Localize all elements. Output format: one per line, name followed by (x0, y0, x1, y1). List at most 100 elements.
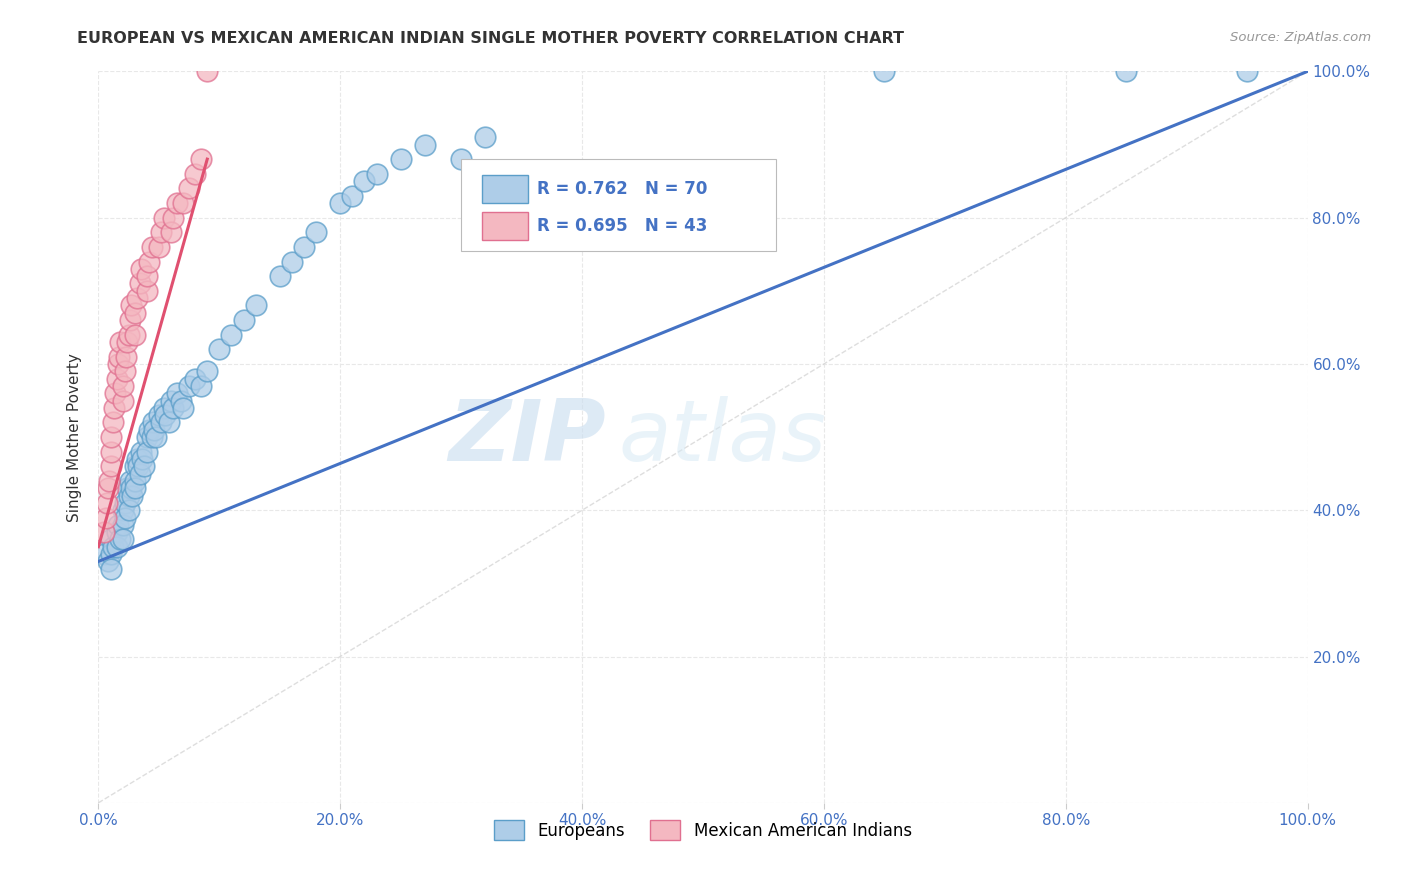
Point (124, 306, 146, 320)
Text: ZIP: ZIP (449, 395, 606, 479)
Point (135, 430, 157, 444)
Point (172, 196, 194, 211)
Point (118, 503, 141, 517)
Point (114, 496, 136, 510)
Point (135, 269, 157, 284)
Point (184, 371, 207, 385)
Point (111, 517, 134, 532)
Point (93, 525, 115, 540)
Point (100, 547, 122, 561)
Point (101, 416, 124, 430)
Point (142, 416, 165, 430)
Point (389, 152, 412, 166)
Point (100, 444, 122, 458)
Point (127, 459, 149, 474)
Point (138, 423, 160, 437)
Point (145, 430, 167, 444)
Point (107, 517, 129, 532)
FancyBboxPatch shape (482, 175, 527, 203)
Point (150, 416, 173, 430)
Point (160, 393, 183, 408)
Point (121, 489, 143, 503)
Point (195, 64, 218, 78)
Text: EUROPEAN VS MEXICAN AMERICAN INDIAN SINGLE MOTHER POVERTY CORRELATION CHART: EUROPEAN VS MEXICAN AMERICAN INDIAN SING… (77, 31, 904, 46)
Point (150, 225, 173, 239)
Point (96, 496, 118, 510)
Point (141, 240, 163, 254)
Point (105, 540, 128, 554)
Point (172, 401, 194, 415)
Point (281, 254, 304, 268)
Point (111, 379, 134, 393)
Point (103, 401, 125, 415)
Point (118, 489, 141, 503)
Point (105, 525, 128, 540)
Point (153, 408, 176, 422)
Point (245, 298, 267, 312)
Point (342, 188, 364, 202)
Text: atlas: atlas (619, 395, 827, 479)
Point (208, 343, 231, 357)
Point (100, 562, 122, 576)
Point (124, 459, 146, 474)
Point (120, 481, 142, 495)
Point (124, 481, 146, 495)
Point (128, 467, 150, 481)
FancyBboxPatch shape (461, 159, 776, 251)
Point (127, 452, 149, 467)
Point (148, 240, 170, 254)
Point (129, 444, 152, 458)
Point (127, 291, 149, 305)
Point (135, 444, 157, 458)
Point (108, 334, 131, 349)
Point (124, 327, 146, 342)
Point (141, 430, 163, 444)
Point (353, 174, 375, 188)
Point (114, 364, 136, 378)
Point (135, 284, 157, 298)
Point (134, 459, 156, 474)
Y-axis label: Single Mother Poverty: Single Mother Poverty (67, 352, 83, 522)
Point (108, 350, 131, 364)
Point (104, 386, 127, 401)
Point (232, 313, 254, 327)
Point (160, 225, 183, 239)
Point (179, 181, 201, 195)
Point (124, 474, 146, 488)
Point (1236, 64, 1258, 78)
Point (118, 313, 141, 327)
Point (100, 459, 122, 474)
Point (105, 371, 128, 385)
Text: R = 0.762   N = 70: R = 0.762 N = 70 (537, 180, 707, 198)
Point (120, 298, 142, 312)
Point (117, 481, 139, 495)
Point (292, 240, 315, 254)
Point (450, 152, 472, 166)
Point (118, 474, 141, 488)
Point (114, 510, 136, 524)
Point (474, 130, 496, 145)
Point (118, 327, 141, 342)
Point (108, 533, 131, 547)
Point (1115, 64, 1137, 78)
Point (305, 225, 328, 239)
Point (100, 533, 122, 547)
Point (157, 416, 180, 430)
Point (366, 167, 388, 181)
Point (269, 269, 291, 284)
Point (166, 386, 188, 401)
Point (94, 510, 117, 524)
Point (111, 503, 134, 517)
Point (329, 196, 352, 211)
Text: R = 0.695   N = 43: R = 0.695 N = 43 (537, 217, 707, 235)
Point (143, 423, 166, 437)
Point (115, 350, 138, 364)
Point (873, 64, 896, 78)
Point (97, 481, 120, 495)
Point (111, 533, 134, 547)
Point (97, 554, 120, 568)
Point (169, 393, 191, 408)
Point (100, 430, 122, 444)
Legend: Europeans, Mexican American Indians: Europeans, Mexican American Indians (488, 814, 918, 847)
Point (195, 364, 218, 378)
